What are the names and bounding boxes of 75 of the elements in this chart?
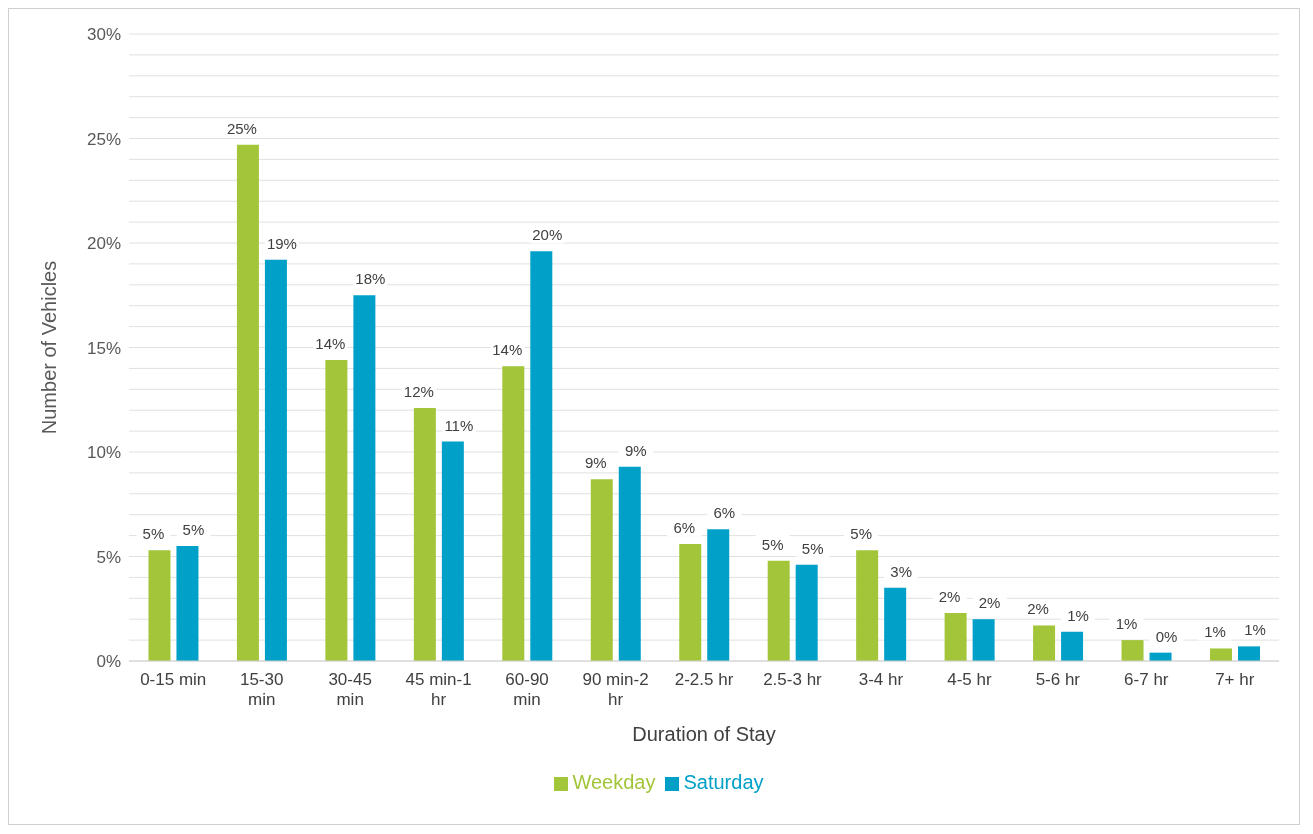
legend-label: Saturday bbox=[683, 771, 764, 793]
data-label: 0% bbox=[1155, 627, 1178, 645]
data-label: 9% bbox=[624, 441, 647, 459]
data-label: 2% bbox=[1027, 600, 1049, 618]
data-label: 12% bbox=[403, 383, 434, 401]
x-tick-label: 15-30 min bbox=[239, 670, 284, 709]
x-tick-label: 4-5 hr bbox=[947, 670, 992, 689]
y-tick-label: 10% bbox=[86, 443, 121, 463]
data-label: 14% bbox=[315, 335, 346, 353]
bar bbox=[264, 259, 287, 661]
bar bbox=[1210, 648, 1232, 661]
data-label: 1% bbox=[1067, 606, 1089, 624]
data-label: 1% bbox=[1115, 615, 1138, 633]
x-tick-label: 2-2.5 hr bbox=[674, 670, 734, 689]
y-tick-label: 20% bbox=[86, 234, 121, 254]
data-label: 14% bbox=[492, 341, 523, 359]
bar bbox=[441, 441, 464, 661]
x-tick-label: 7+ hr bbox=[1215, 670, 1255, 689]
data-label: 6% bbox=[713, 504, 736, 522]
bar bbox=[679, 543, 702, 661]
data-label: 3% bbox=[890, 562, 912, 580]
bar bbox=[1033, 625, 1056, 661]
x-tick-label: 90 min-2 hr bbox=[582, 670, 649, 709]
bar bbox=[590, 479, 613, 661]
bar bbox=[325, 360, 348, 661]
bar bbox=[795, 564, 818, 661]
bar bbox=[972, 619, 995, 661]
y-tick-label: 5% bbox=[96, 547, 121, 567]
bar bbox=[767, 560, 790, 661]
x-tick-label: 0-15 min bbox=[140, 670, 207, 689]
data-label: 9% bbox=[584, 454, 607, 472]
x-tick-label: 60-90 min bbox=[505, 670, 549, 709]
bar bbox=[236, 144, 259, 661]
bar bbox=[944, 612, 967, 661]
bar bbox=[148, 550, 171, 661]
bar bbox=[856, 550, 879, 661]
y-tick-label: 25% bbox=[86, 129, 121, 149]
bar bbox=[884, 587, 907, 661]
bar bbox=[1061, 631, 1084, 661]
x-tick-label: 6-7 hr bbox=[1124, 670, 1169, 689]
data-label: 5% bbox=[142, 525, 165, 543]
data-label: 5% bbox=[850, 525, 872, 543]
y-tick-label: 30% bbox=[86, 25, 121, 45]
x-tick-label: 30-45 min bbox=[328, 670, 372, 709]
x-tick-label: 2.5-3 hr bbox=[763, 670, 823, 689]
x-tick-label: 3-4 hr bbox=[858, 670, 904, 689]
y-tick-label: 15% bbox=[86, 338, 121, 358]
data-label: 5% bbox=[801, 539, 824, 557]
data-label: 2% bbox=[938, 587, 961, 605]
data-label: 19% bbox=[266, 234, 297, 252]
bar bbox=[1238, 646, 1260, 661]
y-axis-title: Number of Vehicles bbox=[38, 260, 61, 435]
bar bbox=[530, 251, 553, 661]
data-label: 20% bbox=[532, 226, 563, 244]
data-label: 5% bbox=[761, 535, 784, 553]
bar bbox=[618, 466, 641, 661]
bar bbox=[707, 529, 730, 661]
bar bbox=[502, 366, 525, 661]
x-tick-label: 45 min-1 hr bbox=[405, 670, 472, 709]
data-label: 1% bbox=[1244, 621, 1266, 639]
data-label: 25% bbox=[226, 119, 257, 137]
y-tick-label: 0% bbox=[96, 652, 121, 672]
bar bbox=[413, 408, 436, 661]
data-label: 5% bbox=[182, 521, 205, 539]
bar bbox=[1121, 640, 1144, 661]
x-axis-title: Duration of Stay bbox=[632, 723, 776, 745]
legend-label: Weekday bbox=[572, 771, 656, 793]
data-label: 6% bbox=[673, 518, 696, 536]
data-label: 2% bbox=[978, 594, 1001, 612]
bar bbox=[176, 546, 199, 661]
data-label: 1% bbox=[1204, 623, 1226, 641]
data-label: 18% bbox=[355, 270, 386, 288]
x-tick-label: 5-6 hr bbox=[1035, 670, 1081, 689]
data-label: 11% bbox=[444, 416, 474, 434]
bar bbox=[353, 295, 376, 661]
